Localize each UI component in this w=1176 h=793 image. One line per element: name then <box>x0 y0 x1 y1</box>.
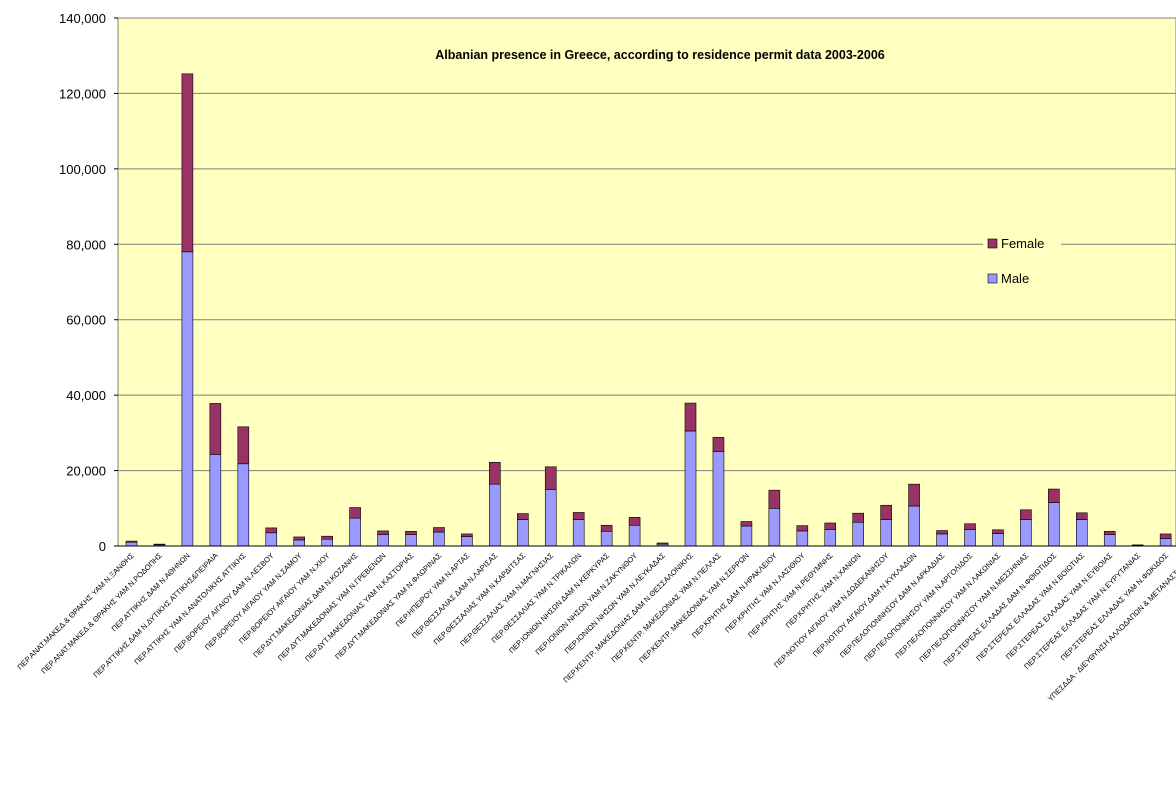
bar-female <box>1076 512 1088 520</box>
bar-female <box>936 530 948 535</box>
bar-female <box>489 461 501 485</box>
y-axis-ticks: 0 20,000 40,000 60,000 80,000 100,000 120,000 1… <box>59 11 118 554</box>
bar-female <box>321 535 333 540</box>
x-tick-label: ΠΕΡ.ΒΟΡΕΙΟΥ ΑΙΓΑΙΟΥ ΔΑΜ Ν.ΛΕΣΒΟΥ <box>172 551 276 655</box>
bar-male <box>740 525 753 547</box>
bar-male <box>377 534 389 547</box>
bar-female <box>1020 509 1032 520</box>
bar-female <box>153 543 166 546</box>
bar-male <box>712 451 725 547</box>
legend-label-female: Female <box>1001 236 1044 251</box>
bar-male <box>209 454 222 547</box>
bar-female <box>852 512 865 523</box>
bar-female <box>461 533 473 537</box>
bar-male <box>880 519 892 547</box>
bar-male <box>1159 538 1172 547</box>
bar-female <box>880 504 892 520</box>
bar-male <box>349 517 361 547</box>
legend-swatch-male <box>987 273 998 284</box>
bar-female <box>377 530 389 535</box>
x-tick-label: ΠΕΡ.ΝΟΤΙΟΥ ΑΙΓΑΙΟΥ ΔΑΜ Ν.ΚΥΚΛΑΔΩΝ <box>811 551 919 659</box>
bar-female <box>181 73 194 253</box>
bar-male <box>265 532 278 547</box>
bar-female <box>1103 530 1116 535</box>
chart-title: Albanian presence in Greece, according t… <box>435 48 885 62</box>
bar-male <box>852 521 865 547</box>
bar-male <box>125 541 138 547</box>
y-tick-label: 0 <box>99 539 106 554</box>
bar-female <box>656 542 669 545</box>
gridlines <box>118 92 1176 472</box>
x-tick-label: ΠΕΡ.ΔΥΤ.ΜΑΚΕΔΟΝΙΑΣ ΔΑΜ Ν.ΚΟΖΑΝΗΣ <box>251 551 360 660</box>
bar-male <box>628 524 641 547</box>
bar-male <box>768 507 781 547</box>
bar-female <box>405 530 417 535</box>
bar-male <box>572 519 585 547</box>
x-tick-label: ΠΕΡ.ΙΟΝΙΩΝ ΝΗΣΩΝ ΥΑΜ Ν.ΛΕΥΚΑΔΑΣ <box>563 551 668 656</box>
legend-label-male: Male <box>1001 271 1029 286</box>
bar-male <box>796 530 809 547</box>
bar-female <box>349 507 361 519</box>
bar-male <box>489 483 501 547</box>
y-tick-label: 40,000 <box>66 388 106 403</box>
x-axis-labels: ΠΕΡ.ΑΝΑΤ.ΜΑΚΕΔ.& ΘΡΑΚΗΣ ΥΑΜ Ν.ΞΑΝΘΗΣΠΕΡ.… <box>15 551 1176 703</box>
bar-female <box>824 522 837 530</box>
bar-male <box>1076 519 1088 547</box>
bar-female <box>1159 533 1172 539</box>
bar-female <box>684 402 697 432</box>
bar-female <box>209 403 222 455</box>
bar-male <box>1020 519 1032 547</box>
legend-swatch-female <box>987 238 998 249</box>
bar-female <box>796 525 809 532</box>
bar-female <box>237 426 250 465</box>
y-tick-label: 60,000 <box>66 313 106 328</box>
bar-female <box>1048 488 1060 503</box>
legend: Female Male <box>983 230 1061 294</box>
bar-female <box>628 517 641 526</box>
y-tick-label: 100,000 <box>59 162 106 177</box>
bar-female <box>992 529 1004 534</box>
bar-female <box>544 466 557 490</box>
bar-male <box>1048 502 1060 547</box>
bar-male <box>684 430 697 547</box>
bar-male <box>964 529 976 547</box>
bar-male <box>908 505 920 547</box>
x-tick-label: ΠΕΡ.ΚΕΝΤΡ. ΜΑΚΕΔΟΝΙΑΣ ΔΑΜ Ν.ΘΕΣΣΑΛΟΝΙΚΗΣ <box>561 551 695 685</box>
bar-female <box>740 521 753 527</box>
y-tick-label: 20,000 <box>66 464 106 479</box>
y-tick-label: 120,000 <box>59 86 106 101</box>
bar-male <box>544 489 557 547</box>
bar-male <box>321 538 333 547</box>
x-tick-label: ΠΕΡ.ΔΥΤ.ΜΑΚΕΔΟΝΙΑΣ ΥΑΜ Ν.ΦΛΩΡΙΝΑΣ <box>333 551 443 661</box>
bar-male <box>600 530 613 547</box>
bar-male <box>405 534 417 547</box>
bar-male <box>293 539 306 547</box>
bar-male <box>237 463 250 547</box>
y-tick-label: 140,000 <box>59 11 106 26</box>
bar-female <box>600 524 613 532</box>
bar-female <box>964 523 976 530</box>
bar-male <box>181 251 194 547</box>
bar-male <box>992 533 1004 547</box>
bar-female <box>433 527 445 533</box>
bar-female <box>265 527 278 534</box>
x-tick-label: ΠΕΡ.ΙΟΝΙΩΝ ΝΗΣΩΝ ΥΑΜ Ν.ΖΑΚΥΝΘΟΥ <box>533 551 639 657</box>
bar-female <box>908 483 920 507</box>
bar-male <box>516 519 529 547</box>
bar-female <box>572 512 585 520</box>
bar-male <box>433 531 445 547</box>
bar-female <box>293 536 306 541</box>
bar-male <box>936 533 948 547</box>
bar-male <box>824 529 837 547</box>
bar-male <box>461 536 473 547</box>
bar-female <box>768 489 781 509</box>
bar-female <box>712 437 725 453</box>
y-tick-label: 80,000 <box>66 237 106 252</box>
x-tick-label: ΠΕΡ.ΙΟΝΙΩΝ ΝΗΣΩΝ ΔΑΜ Ν.ΚΕΡΚΥΡΑΣ <box>507 551 611 655</box>
bar-male <box>1103 534 1116 547</box>
bar-female <box>516 513 529 520</box>
bar-female <box>125 540 138 543</box>
bar-series <box>125 73 1172 547</box>
